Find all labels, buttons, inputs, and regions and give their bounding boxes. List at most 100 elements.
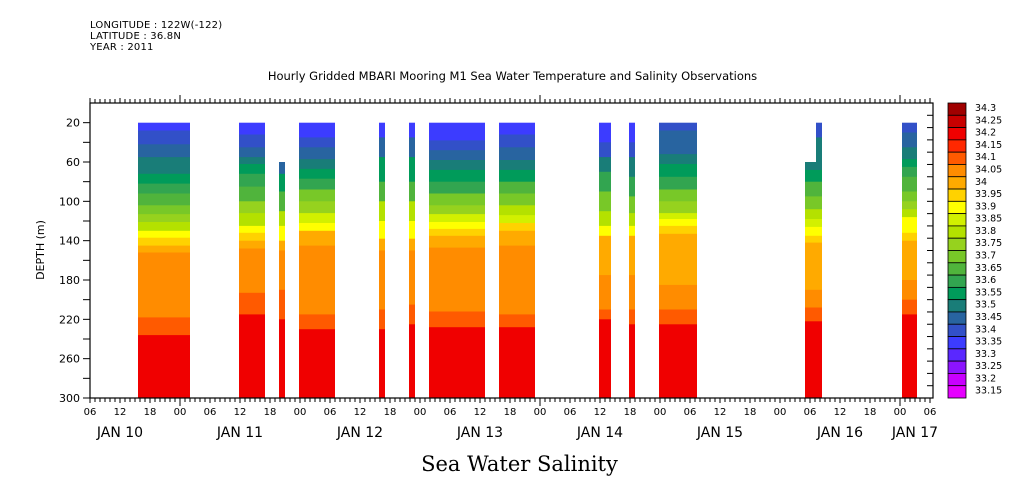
salinity-band (499, 339, 535, 376)
salinity-band (499, 375, 535, 399)
colorbar-swatch (947, 114, 967, 128)
colorbar-label: 33.6 (975, 275, 996, 286)
salinity-band (659, 142, 697, 155)
x-tick-label: 18 (744, 407, 757, 418)
x-tick-label: 12 (114, 407, 127, 418)
data-block (805, 122, 822, 399)
salinity-band (299, 189, 335, 202)
salinity-band (299, 168, 335, 180)
salinity-band (279, 319, 285, 335)
salinity-band (499, 181, 535, 194)
salinity-band (279, 368, 285, 399)
salinity-band (429, 222, 485, 230)
salinity-band (239, 213, 265, 227)
colorbar-label: 33.4 (975, 324, 996, 335)
x-tick-label: 06 (564, 407, 577, 418)
x-tick-label: 12 (714, 407, 727, 418)
salinity-band (379, 250, 385, 310)
longitude-label: LONGITUDE : 122W(-122) (90, 20, 223, 31)
salinity-band (409, 137, 415, 158)
salinity-band (138, 173, 190, 185)
salinity-band (629, 309, 635, 325)
x-tick-label: 18 (384, 407, 397, 418)
salinity-band (902, 232, 917, 242)
colorbar-swatch (947, 102, 967, 116)
salinity-band (138, 205, 190, 215)
x-tick-label: 18 (504, 407, 517, 418)
data-blocks (138, 122, 917, 399)
salinity-band (902, 132, 917, 148)
salinity-band (629, 122, 635, 143)
x-tick-label: 00 (774, 407, 787, 418)
salinity-band (239, 373, 265, 399)
colorbar-label: 33.2 (975, 373, 996, 384)
salinity-band (599, 225, 611, 237)
salinity-band (805, 307, 822, 322)
salinity-band (379, 157, 385, 183)
x-tick-label: 12 (234, 407, 247, 418)
salinity-band (902, 191, 917, 202)
salinity-band (499, 215, 535, 224)
colorbar-label: 33.85 (975, 214, 1002, 225)
salinity-band (279, 240, 285, 251)
colorbar-swatch (947, 164, 967, 178)
colorbar-label: 33.35 (975, 337, 1002, 348)
salinity-band (805, 209, 822, 220)
salinity-band (429, 337, 485, 377)
salinity-band (629, 157, 635, 178)
salinity-band (902, 201, 917, 210)
salinity-band (239, 157, 265, 165)
salinity-band (299, 147, 335, 160)
salinity-band (299, 376, 335, 399)
x-day-label: JAN 13 (456, 425, 503, 441)
salinity-band (499, 160, 535, 171)
x-day-label: JAN 12 (336, 425, 383, 441)
salinity-band (239, 122, 265, 135)
colorbar-swatch (947, 151, 967, 165)
salinity-band (816, 137, 822, 163)
colorbar-swatch (947, 188, 967, 202)
salinity-band (429, 169, 485, 183)
salinity-band (599, 235, 611, 250)
chart-title: Hourly Gridded MBARI Mooring M1 Sea Wate… (267, 69, 758, 83)
salinity-band (599, 171, 611, 192)
y-axis: 20 60 100 140 180 220 260 300 (59, 117, 90, 405)
salinity-band (805, 181, 822, 197)
salinity-band (409, 122, 415, 138)
x-tick-label: 06 (84, 407, 97, 418)
salinity-band (902, 166, 917, 178)
salinity-band (805, 373, 822, 399)
salinity-band (429, 214, 485, 223)
salinity-band (429, 235, 485, 249)
salinity-band (138, 245, 190, 253)
salinity-band (299, 230, 335, 242)
data-block (429, 122, 485, 399)
x-tick-label: 18 (624, 407, 637, 418)
salinity-band (659, 233, 697, 247)
salinity-band (239, 147, 265, 158)
colorbar-label: 33.95 (975, 189, 1002, 200)
salinity-band (138, 317, 190, 336)
salinity-band (299, 337, 335, 377)
salinity-band (499, 147, 535, 161)
salinity-band (138, 193, 190, 206)
salinity-band (599, 368, 611, 399)
x-tick-label: 18 (144, 407, 157, 418)
colorbar-swatch (947, 385, 967, 399)
x-tick-label: 06 (804, 407, 817, 418)
salinity-band (902, 147, 917, 160)
salinity-band (599, 191, 611, 212)
colorbar-swatch (947, 373, 967, 387)
x-axis: 06 12 18 00 06 12 18 00 06 12 18 00 06 12 18 00 06 12 18 00… (84, 95, 938, 441)
x-tick-label: 00 (414, 407, 427, 418)
salinity-band (659, 324, 697, 340)
salinity-band (659, 201, 697, 214)
colorbar-label: 34.2 (975, 128, 996, 139)
salinity-band (499, 327, 535, 340)
salinity-band (499, 230, 535, 240)
salinity-band (138, 237, 190, 247)
salinity-band (902, 314, 917, 333)
salinity-band (902, 209, 917, 218)
data-block (138, 122, 190, 399)
